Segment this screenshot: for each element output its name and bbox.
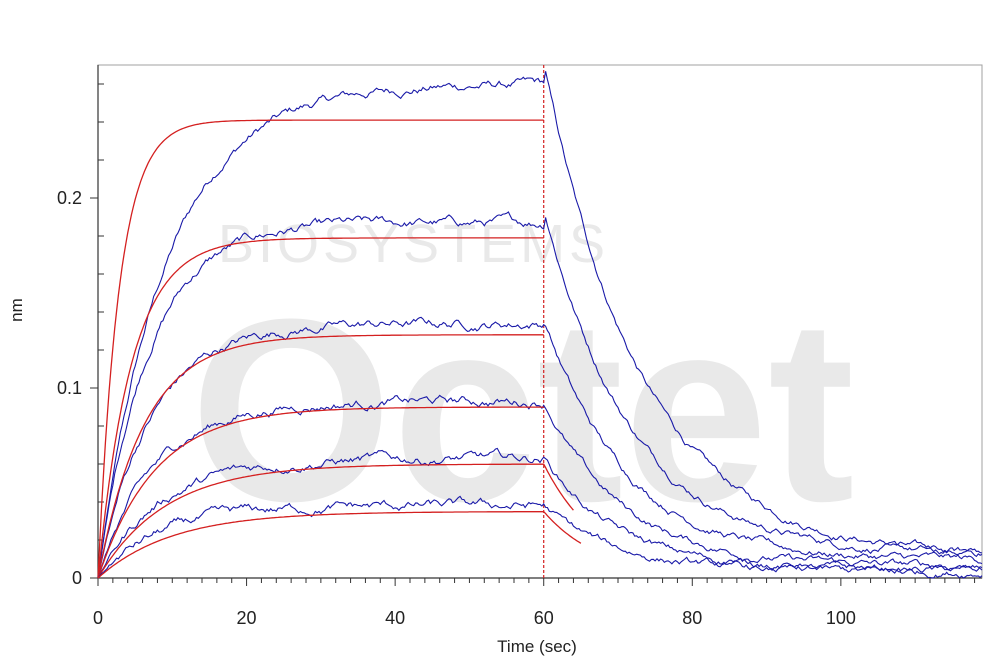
measured-trace-1 xyxy=(97,71,983,579)
fit-curve-4 xyxy=(97,406,544,579)
y-tick-label: 0.1 xyxy=(57,378,82,398)
x-tick-label: 40 xyxy=(385,608,405,628)
x-tick-label: 80 xyxy=(682,608,702,628)
fit-curve-5 xyxy=(97,463,574,579)
measured-trace-3 xyxy=(97,316,983,579)
measured-trace-2 xyxy=(97,211,983,579)
x-tick-label: 100 xyxy=(826,608,856,628)
y-tick-label: 0 xyxy=(72,568,82,588)
x-tick-label: 20 xyxy=(237,608,257,628)
measured-trace-6 xyxy=(97,495,983,579)
x-tick-label: 60 xyxy=(534,608,554,628)
x-tick-label: 0 xyxy=(93,608,103,628)
x-axis-label: Time (sec) xyxy=(497,637,577,656)
fit-curve-1 xyxy=(97,119,544,579)
fit-curve-2 xyxy=(97,237,544,579)
y-axis-label: nm xyxy=(7,298,26,322)
fit-curve-3 xyxy=(97,334,544,579)
y-tick-label: 0.2 xyxy=(57,188,82,208)
measured-trace-5 xyxy=(97,447,983,579)
watermark: BIOSYSTEMS Octet xyxy=(190,214,855,556)
axis-ticks: 0 0.1 0.2 0 20 40 60 80 100 xyxy=(57,83,976,628)
data-curves xyxy=(97,71,983,579)
watermark-logo-text: Octet xyxy=(190,266,855,556)
fit-curve-6 xyxy=(97,511,582,579)
